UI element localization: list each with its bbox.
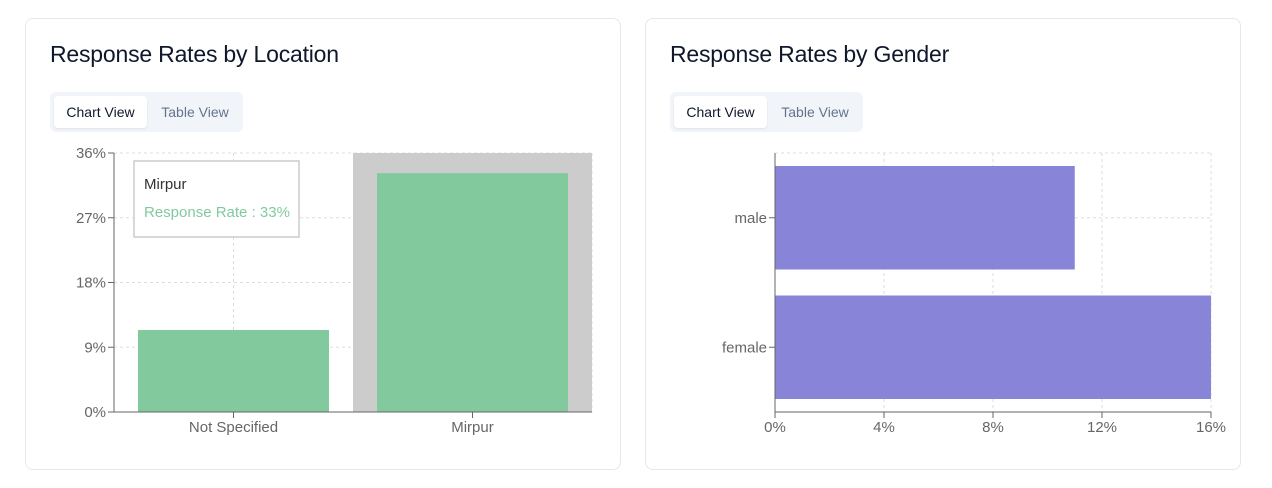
gender-chart-card: Response Rates by Gender Chart View Tabl… [645, 18, 1241, 470]
x-tick-label: Not Specified [189, 419, 278, 436]
tooltip-series-label: Response Rate [144, 204, 247, 221]
bar-mirpur [377, 173, 568, 412]
gender-bars [775, 166, 1211, 399]
gender-bar-chart[interactable]: male female 0% 4% 8% 12% 16% [646, 19, 1242, 471]
gender-table-view-tab[interactable]: Table View [781, 104, 849, 120]
y-tick-label: female [722, 339, 767, 356]
x-tick-label: 16% [1196, 419, 1226, 436]
y-tick-label: 0% [84, 404, 106, 421]
y-tick-label: 36% [76, 145, 106, 162]
location-tooltip: Mirpur Response Rate : 33% [133, 160, 300, 238]
location-table-view-tab[interactable]: Table View [161, 104, 229, 120]
location-y-ticks: 0% 9% 18% 27% 36% [76, 145, 114, 421]
location-chart-view-tab[interactable]: Chart View [54, 96, 147, 128]
x-tick-label: Mirpur [451, 419, 494, 436]
bar-male [775, 166, 1075, 270]
location-bar-chart[interactable]: 0% 9% 18% 27% 36% Not Specified Mirpur Mirpur… [26, 19, 622, 471]
tooltip-value: 33% [260, 204, 290, 221]
gender-view-toggle: Chart View Table View [670, 92, 863, 132]
location-bars [138, 173, 568, 412]
gender-x-ticks: 0% 4% 8% 12% 16% [764, 412, 1226, 436]
y-tick-label: male [734, 210, 767, 227]
location-view-toggle: Chart View Table View [50, 92, 243, 132]
location-chart-title: Response Rates by Location [50, 41, 339, 67]
y-tick-label: 27% [76, 210, 106, 227]
location-x-ticks: Not Specified Mirpur [189, 412, 494, 436]
bar-female [775, 295, 1211, 399]
x-tick-label: 0% [764, 419, 786, 436]
x-tick-label: 12% [1087, 419, 1117, 436]
x-tick-label: 4% [873, 419, 895, 436]
bar-not-specified [138, 329, 329, 412]
location-chart-card: Response Rates by Location Chart View Ta… [25, 18, 621, 470]
tooltip-value-line: Response Rate : 33% [144, 204, 290, 221]
gender-chart-title: Response Rates by Gender [670, 41, 950, 67]
gender-chart-view-tab[interactable]: Chart View [674, 96, 767, 128]
gender-y-ticks: male female [722, 210, 775, 356]
y-tick-label: 18% [76, 275, 106, 292]
tooltip-label: Mirpur [144, 176, 187, 193]
x-tick-label: 8% [982, 419, 1004, 436]
y-tick-label: 9% [84, 339, 106, 356]
